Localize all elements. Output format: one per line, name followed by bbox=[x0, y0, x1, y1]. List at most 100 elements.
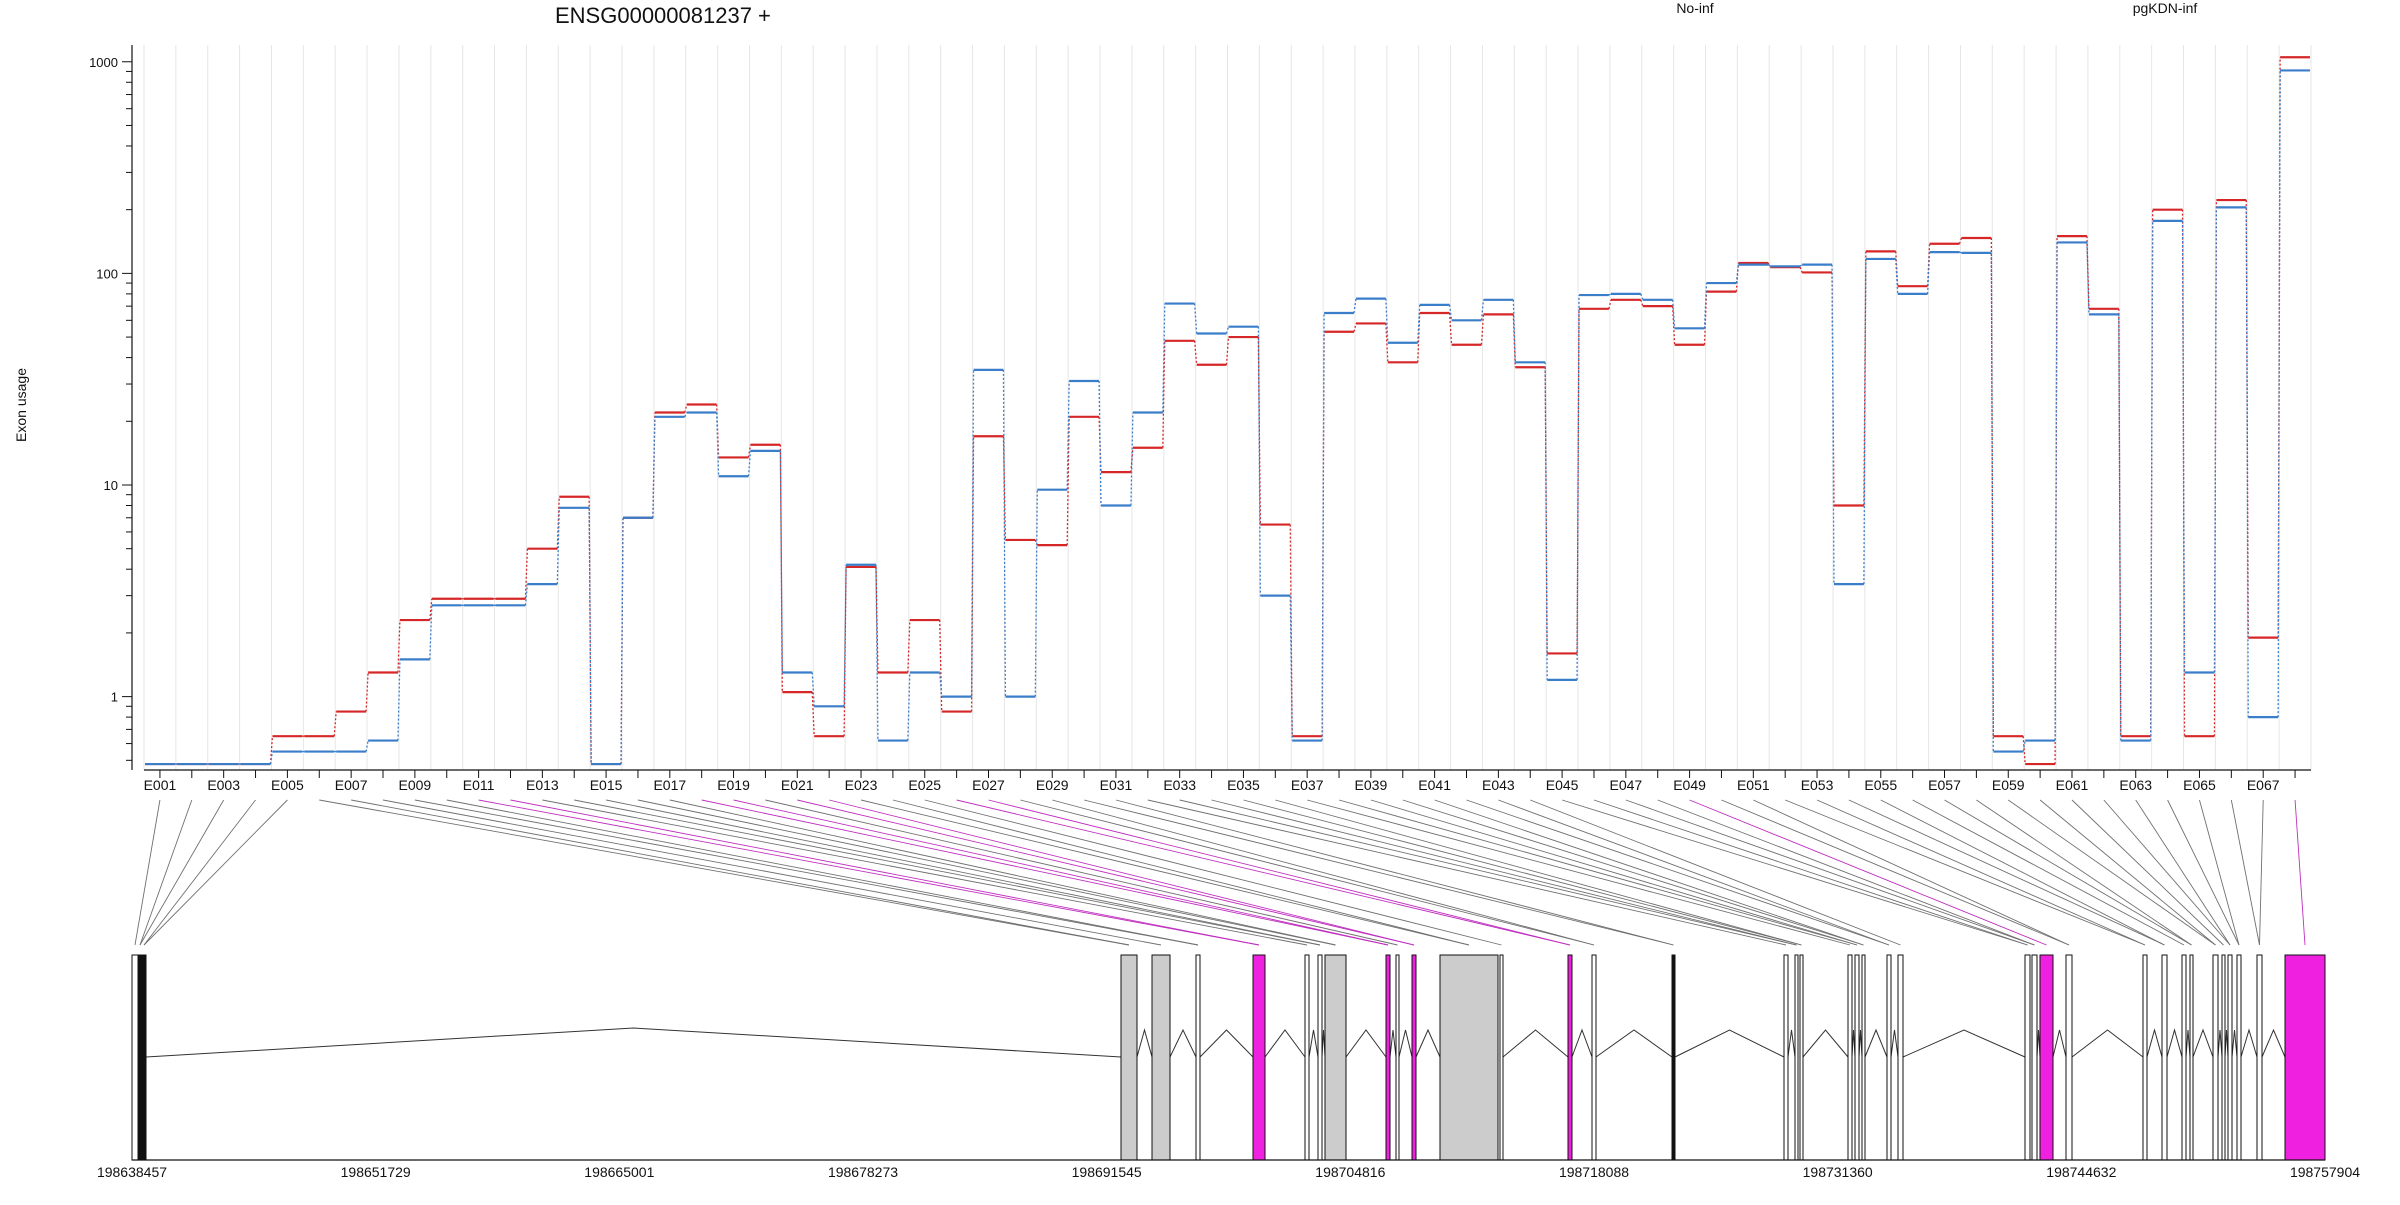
intron-line bbox=[2185, 1029, 2191, 1058]
series-step bbox=[1385, 323, 1389, 363]
series-step bbox=[1831, 264, 1835, 585]
series-step bbox=[1353, 323, 1357, 332]
exon-box bbox=[1304, 954, 1310, 1161]
exon-connector bbox=[797, 799, 1415, 946]
exon-box bbox=[1252, 954, 1266, 1161]
series-step bbox=[1990, 252, 1994, 752]
exon-box bbox=[1861, 954, 1866, 1161]
exon-connector bbox=[1370, 799, 1858, 946]
y-tick-label: 10 bbox=[104, 478, 118, 493]
series-step bbox=[1576, 295, 1580, 680]
series-step bbox=[2213, 207, 2218, 673]
exon-connector bbox=[542, 799, 1308, 946]
series-step bbox=[588, 507, 592, 765]
series-step bbox=[779, 450, 784, 673]
series-step bbox=[1162, 340, 1166, 448]
exon-connector bbox=[1944, 799, 2192, 946]
genomic-coordinate-label: 198731360 bbox=[1803, 1164, 1873, 1180]
exon-box bbox=[1151, 954, 1171, 1161]
exon-box bbox=[141, 954, 147, 1161]
exon-connector bbox=[1593, 799, 2028, 946]
genomic-coordinate-label: 198744632 bbox=[2046, 1164, 2116, 1180]
exon-connector bbox=[1753, 799, 2070, 946]
intron-line bbox=[1308, 1029, 1319, 1058]
series-step bbox=[365, 740, 369, 752]
x-tick-label: E039 bbox=[1355, 777, 1388, 793]
exon-box bbox=[2256, 954, 2263, 1161]
x-tick-label: E057 bbox=[1928, 777, 1961, 793]
exon-box bbox=[2181, 954, 2187, 1161]
exon-connector bbox=[2135, 799, 2231, 946]
series-step bbox=[2022, 736, 2026, 765]
series-step bbox=[524, 548, 529, 599]
x-tick-label: E061 bbox=[2056, 777, 2089, 793]
exon-box bbox=[2284, 954, 2326, 1161]
exon-connector bbox=[510, 799, 1260, 946]
exon-connector bbox=[2007, 799, 2216, 946]
series-step bbox=[1958, 237, 1963, 244]
exon-connector bbox=[2259, 799, 2264, 946]
intron-line bbox=[1864, 1028, 1888, 1058]
exon-box bbox=[2161, 954, 2168, 1161]
series-step bbox=[843, 566, 847, 737]
x-tick-label: E013 bbox=[526, 777, 559, 793]
series-step bbox=[1289, 595, 1293, 741]
exon-connector bbox=[924, 799, 1502, 946]
series-step bbox=[747, 450, 752, 477]
exon-connector bbox=[2071, 799, 2224, 946]
series-step bbox=[1098, 381, 1102, 506]
exon-connector bbox=[701, 799, 1389, 946]
exon-box bbox=[1195, 954, 1201, 1161]
exon-connector bbox=[1052, 799, 1595, 946]
intron-line bbox=[2240, 1028, 2258, 1058]
x-tick-label: E023 bbox=[845, 777, 878, 793]
exon-connector bbox=[2230, 799, 2260, 946]
exon-box bbox=[1886, 954, 1892, 1161]
y-tick-label: 100 bbox=[96, 266, 118, 281]
series-step bbox=[1002, 436, 1007, 540]
exon-connector bbox=[1275, 799, 1802, 946]
x-tick-label: E065 bbox=[2183, 777, 2216, 793]
series-step bbox=[2150, 220, 2154, 741]
series-step bbox=[1480, 314, 1485, 345]
exon-connector bbox=[892, 799, 1470, 946]
series-step bbox=[684, 412, 688, 418]
intron-line bbox=[2146, 1028, 2163, 1058]
series-step bbox=[970, 436, 975, 712]
genomic-coordinate-label: 198678273 bbox=[828, 1164, 898, 1180]
series-step bbox=[939, 620, 943, 712]
series-step bbox=[907, 620, 911, 673]
exon-connector bbox=[414, 799, 1199, 946]
exon-connector bbox=[2199, 799, 2240, 946]
x-tick-label: E049 bbox=[1673, 777, 1706, 793]
series-step bbox=[365, 672, 369, 712]
series-step bbox=[1895, 258, 1899, 294]
x-tick-label: E063 bbox=[2119, 777, 2152, 793]
series-step bbox=[875, 564, 879, 741]
exon-connector bbox=[143, 799, 288, 946]
x-tick-label: E043 bbox=[1482, 777, 1515, 793]
series-step bbox=[1576, 308, 1580, 654]
exon-connector bbox=[2039, 799, 2216, 946]
exon-box bbox=[1499, 954, 1504, 1161]
series-step bbox=[843, 564, 847, 707]
intron-line bbox=[1398, 1029, 1413, 1058]
series-step bbox=[429, 598, 433, 621]
exon-connector bbox=[1402, 799, 1864, 946]
exon-box bbox=[2039, 954, 2054, 1161]
series-step bbox=[811, 672, 815, 707]
exon-connector bbox=[319, 799, 1130, 946]
exon-connector bbox=[1466, 799, 1890, 946]
intron-line bbox=[2071, 1029, 2144, 1058]
exon-box bbox=[1897, 954, 1904, 1161]
intron-line bbox=[1787, 1029, 1796, 1058]
exon-box bbox=[1847, 954, 1853, 1161]
exon-connector bbox=[605, 799, 1321, 946]
series-step bbox=[1767, 264, 1771, 267]
series-step bbox=[556, 507, 560, 585]
y-tick-label: 1000 bbox=[89, 55, 118, 70]
exon-connector bbox=[1147, 799, 1787, 946]
series-step bbox=[1002, 369, 1007, 697]
series-step bbox=[684, 404, 688, 413]
